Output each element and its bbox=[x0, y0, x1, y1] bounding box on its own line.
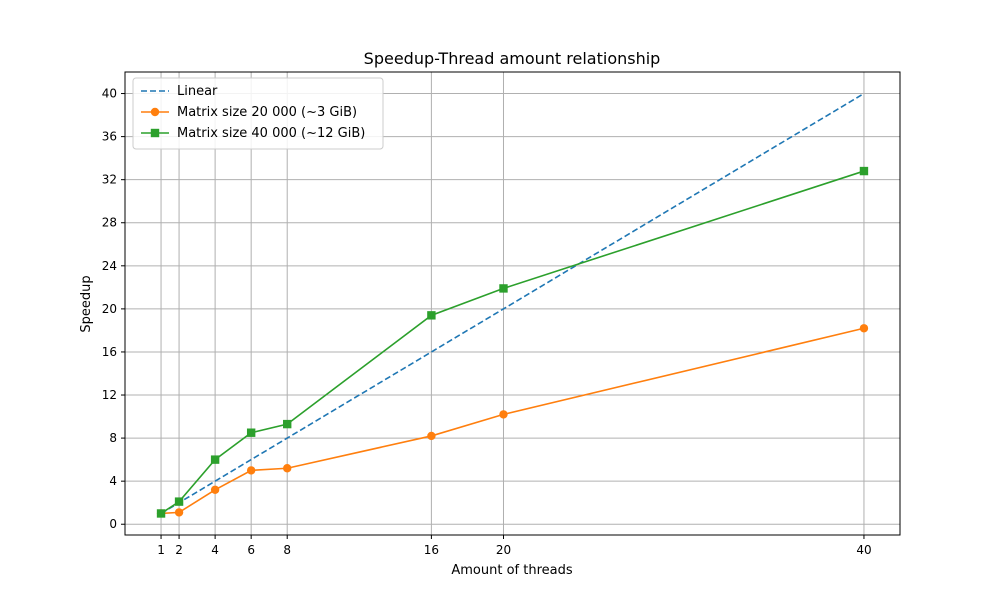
legend-label: Linear bbox=[177, 84, 218, 99]
y-tick-label: 4 bbox=[109, 474, 117, 488]
data-point bbox=[246, 466, 256, 475]
data-point bbox=[283, 464, 292, 473]
data-point bbox=[859, 166, 869, 176]
y-tick-label: 32 bbox=[102, 173, 117, 187]
x-tick-label: 40 bbox=[856, 543, 871, 557]
series-1 bbox=[156, 324, 869, 518]
series-2 bbox=[156, 166, 869, 518]
series-line bbox=[160, 92, 865, 515]
series-0 bbox=[160, 92, 865, 515]
y-axis-label: Speedup bbox=[79, 275, 94, 332]
chart-title: Speedup-Thread amount relationship bbox=[364, 49, 661, 68]
x-tick-label: 6 bbox=[247, 543, 255, 557]
x-tick-label: 8 bbox=[283, 543, 291, 557]
series-line bbox=[160, 327, 865, 515]
y-tick-label: 8 bbox=[109, 431, 117, 445]
legend-label: Matrix size 40 000 (~12 GiB) bbox=[177, 126, 365, 141]
data-point bbox=[499, 410, 508, 419]
legend-box bbox=[132, 77, 384, 150]
data-point bbox=[283, 419, 292, 429]
legend-marker bbox=[150, 107, 160, 117]
series-layer bbox=[156, 92, 869, 518]
y-tick-label: 24 bbox=[102, 259, 117, 273]
x-axis-ticks: 1 2 4 6 8 16 20 40 bbox=[157, 535, 872, 557]
data-point bbox=[210, 455, 220, 464]
grid-lines bbox=[125, 72, 900, 535]
data-point bbox=[174, 508, 184, 517]
x-tick-label: 1 bbox=[157, 543, 165, 557]
x-tick-label: 2 bbox=[175, 543, 183, 557]
legend-marker bbox=[150, 128, 160, 138]
y-tick-label: 28 bbox=[102, 216, 117, 230]
series-line bbox=[160, 170, 865, 515]
data-point bbox=[499, 284, 508, 293]
x-tick-label: 16 bbox=[424, 543, 439, 557]
x-tick-label: 4 bbox=[211, 543, 219, 557]
plot-frame bbox=[124, 71, 901, 536]
y-tick-label: 0 bbox=[109, 517, 117, 531]
data-point bbox=[174, 497, 184, 506]
y-tick-label: 12 bbox=[102, 388, 117, 402]
y-tick-label: 16 bbox=[102, 345, 117, 359]
y-tick-label: 20 bbox=[102, 302, 117, 316]
data-point bbox=[210, 485, 220, 494]
data-point bbox=[156, 509, 166, 518]
data-point bbox=[427, 431, 436, 441]
data-point bbox=[859, 324, 869, 333]
legend-item: Matrix size 40 000 (~12 GiB) bbox=[141, 126, 365, 141]
x-tick-label: 20 bbox=[496, 543, 511, 557]
legend-item: Matrix size 20 000 (~3 GiB) bbox=[141, 105, 357, 120]
data-point bbox=[246, 428, 256, 437]
y-axis-ticks: 0 4 8 12 16 20 24 28 32 36 40 bbox=[102, 87, 125, 531]
x-axis-label: Amount of threads bbox=[451, 563, 572, 578]
legend-item: Linear bbox=[141, 84, 218, 99]
legend: Linear Matrix size 20 000 (~3 GiB) Matrix … bbox=[132, 77, 384, 150]
data-point bbox=[427, 311, 436, 320]
legend-label: Matrix size 20 000 (~3 GiB) bbox=[177, 105, 357, 120]
y-tick-label: 40 bbox=[102, 87, 117, 101]
y-tick-label: 36 bbox=[102, 130, 117, 144]
